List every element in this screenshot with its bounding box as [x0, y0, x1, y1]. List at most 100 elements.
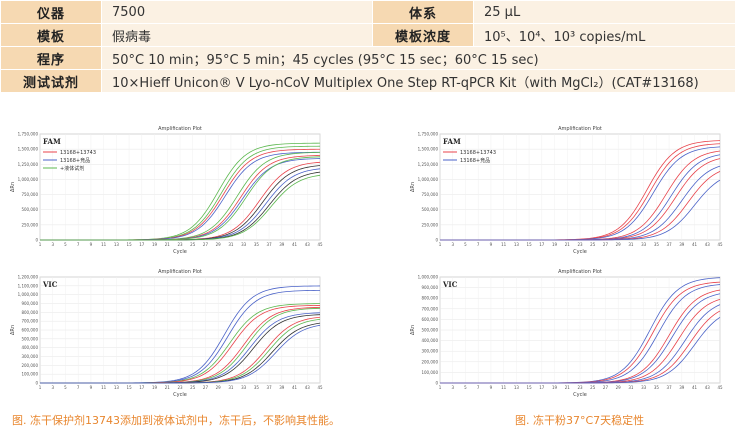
chart-title: Amplification Plot [158, 126, 202, 132]
x-tick-label: 31 [228, 385, 234, 390]
legend-label: 13168+13743 [460, 150, 496, 156]
x-tick-label: 3 [451, 385, 454, 390]
spec-value: 25 µL [473, 0, 736, 24]
spec-row: 仪器 7500 体系 25 µL [0, 0, 736, 24]
x-tick-label: 21 [565, 242, 571, 247]
y-tick-label: 1,250,000 [418, 162, 439, 167]
x-tick-label: 31 [228, 242, 234, 247]
x-tick-label: 11 [501, 242, 507, 247]
y-tick-label: 300,000 [21, 354, 38, 359]
x-tick-label: 27 [603, 242, 609, 247]
channel-tag: VIC [442, 280, 458, 289]
x-tick-label: 15 [127, 385, 133, 390]
x-tick-label: 17 [539, 242, 545, 247]
x-tick-label: 45 [317, 242, 323, 247]
y-axis-label: ΔRn [10, 325, 16, 335]
x-tick-label: 39 [279, 242, 285, 247]
x-tick-label: 1 [39, 242, 42, 247]
y-tick-label: 800,000 [421, 296, 438, 301]
spec-value: 50°C 10 min；95°C 5 min；45 cycles (95°C 1… [101, 46, 736, 70]
y-tick-label: 400,000 [421, 338, 438, 343]
x-tick-label: 31 [628, 385, 634, 390]
x-tick-label: 33 [641, 385, 647, 390]
x-tick-label: 9 [90, 242, 93, 247]
y-tick-label: 750,000 [21, 192, 38, 197]
x-tick-label: 41 [292, 385, 298, 390]
caption-right: 图. 冻干粉37°C7天稳定性 [515, 414, 645, 427]
x-axis-label: Cycle [173, 392, 187, 398]
y-tick-label: 600,000 [21, 328, 38, 333]
amplification-curve [440, 317, 721, 384]
x-tick-label: 17 [139, 385, 145, 390]
x-tick-label: 7 [77, 385, 80, 390]
amplification-curve [440, 179, 721, 241]
y-tick-label: 1,000,000 [418, 275, 439, 280]
chart-svg: Amplification Plot 0 250,000 500,000 750,000… [10, 126, 323, 255]
y-tick-label: 1,000,000 [18, 292, 39, 297]
y-tick-label: 500,000 [21, 207, 38, 212]
y-tick-label: 1,000,000 [418, 177, 439, 182]
x-tick-label: 9 [490, 242, 493, 247]
y-tick-label: 1,250,000 [18, 162, 39, 167]
x-tick-label: 15 [527, 242, 533, 247]
y-tick-label: 300,000 [421, 349, 438, 354]
x-axis-label: Cycle [573, 392, 587, 398]
x-tick-label: 5 [464, 385, 467, 390]
x-tick-label: 13 [114, 385, 120, 390]
spec-label: 模板浓度 [372, 23, 474, 47]
legend-label: 13168+竞品 [460, 157, 490, 164]
x-tick-label: 33 [241, 242, 247, 247]
spec-row: 程序 50°C 10 min；95°C 5 min；45 cycles (95°… [0, 46, 736, 70]
x-tick-label: 41 [692, 385, 698, 390]
x-tick-label: 3 [51, 242, 54, 247]
x-tick-label: 5 [64, 385, 67, 390]
x-tick-label: 43 [705, 385, 711, 390]
spec-label: 模板 [0, 23, 102, 47]
chart-svg: Amplification Plot 0 100,000 200,000 300,000… [10, 269, 323, 398]
amplification-plot-fam-2: Amplification Plot 0 250,000 500,000 750,000… [408, 122, 728, 262]
x-tick-label: 23 [177, 385, 183, 390]
chart-svg: Amplification Plot 0 250,000 500,000 750,000… [410, 126, 723, 255]
y-tick-label: 1,500,000 [18, 147, 39, 152]
amplification-plot-fam-1: Amplification Plot 0 250,000 500,000 750,000… [8, 122, 328, 262]
x-tick-label: 15 [527, 385, 533, 390]
x-tick-label: 43 [305, 242, 311, 247]
y-tick-label: 100,000 [21, 372, 38, 377]
legend-label: +液体试剂 [60, 165, 84, 172]
x-tick-label: 41 [692, 242, 698, 247]
spec-value: 10⁵、10⁴、10³ copies/mL [473, 23, 736, 47]
x-tick-label: 39 [679, 385, 685, 390]
x-tick-label: 33 [641, 242, 647, 247]
y-axis-label: ΔRn [410, 182, 416, 192]
x-tick-label: 3 [51, 385, 54, 390]
channel-tag: FAM [443, 137, 461, 146]
y-tick-label: 500,000 [421, 328, 438, 333]
channel-tag: VIC [42, 280, 58, 289]
x-axis-label: Cycle [573, 249, 587, 255]
x-tick-label: 19 [552, 385, 558, 390]
y-tick-label: 900,000 [421, 285, 438, 290]
x-tick-label: 15 [127, 242, 133, 247]
x-tick-label: 1 [39, 385, 42, 390]
x-tick-label: 45 [717, 385, 723, 390]
chart-title: Amplification Plot [558, 269, 602, 275]
x-tick-label: 31 [628, 242, 634, 247]
x-tick-label: 3 [451, 242, 454, 247]
spec-table: 仪器 7500 体系 25 µL 模板 假病毒 模板浓度 10⁵、10⁴、10³… [0, 0, 736, 93]
x-tick-label: 41 [292, 242, 298, 247]
y-tick-label: 1,750,000 [18, 132, 39, 137]
x-tick-label: 37 [667, 385, 673, 390]
y-tick-label: 0 [435, 381, 438, 386]
y-tick-label: 250,000 [21, 222, 38, 227]
x-tick-label: 21 [565, 385, 571, 390]
amplification-plot-vic-1: Amplification Plot 0 100,000 200,000 300,000… [8, 265, 328, 405]
x-tick-label: 27 [203, 242, 209, 247]
x-tick-label: 13 [514, 242, 520, 247]
x-tick-label: 35 [254, 385, 260, 390]
y-tick-label: 700,000 [21, 319, 38, 324]
x-tick-label: 11 [501, 385, 507, 390]
x-tick-label: 9 [490, 385, 493, 390]
x-tick-label: 1 [439, 242, 442, 247]
y-tick-label: 800,000 [21, 310, 38, 315]
x-tick-label: 25 [190, 242, 196, 247]
